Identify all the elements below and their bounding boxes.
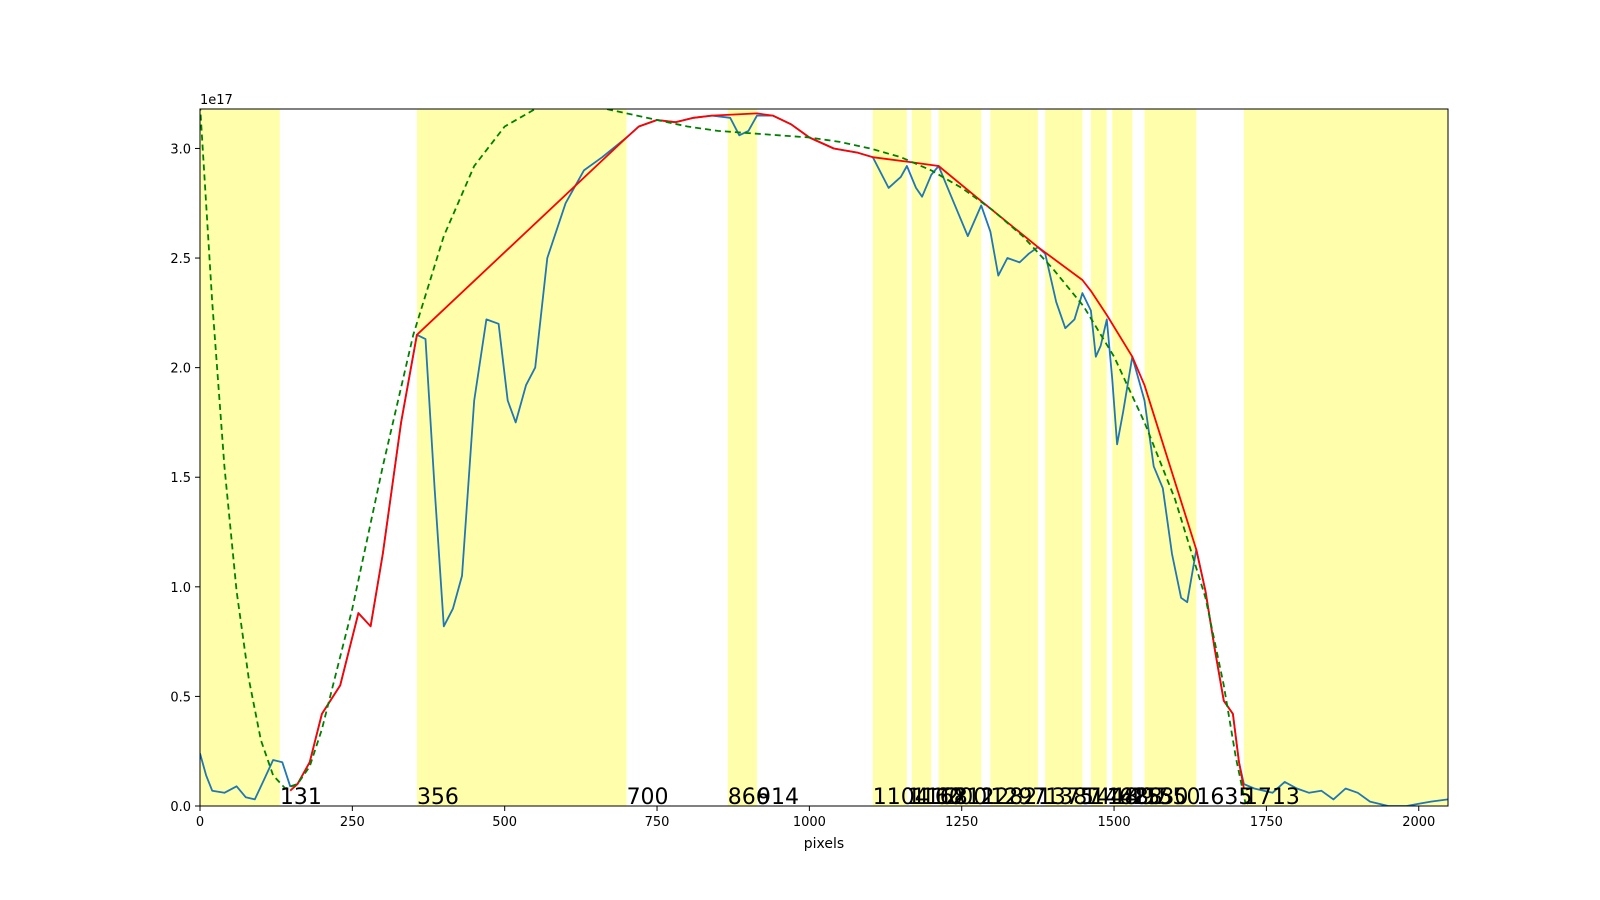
shaded-band-3 <box>872 109 907 806</box>
y-axis: 0.0 0.5 1.0 1.5 2.0 2.5 3.0 <box>170 142 200 815</box>
shaded-band-4 <box>911 109 932 806</box>
y-tick-label: 0.0 <box>170 800 191 815</box>
x-axis: 0 250 500 750 1000 1250 1500 1750 2000 <box>196 806 1435 830</box>
shaded-band-0 <box>200 109 280 806</box>
y-tick-label: 3.0 <box>170 142 191 157</box>
x-tick-label: 2000 <box>1402 815 1435 830</box>
x-tick-label: 1000 <box>793 815 826 830</box>
shaded-band-2 <box>727 109 757 806</box>
y-tick-label: 1.5 <box>170 471 191 486</box>
shaded-band-6 <box>990 109 1038 806</box>
shaded-band-1 <box>416 109 627 806</box>
shaded-band-8 <box>1090 109 1107 806</box>
x-tick-label: 1250 <box>945 815 978 830</box>
x-tick-label: 1750 <box>1250 815 1283 830</box>
y-tick-label: 1.0 <box>170 581 191 596</box>
y-tick-label: 2.0 <box>170 362 191 377</box>
x-tick-label: 1500 <box>1098 815 1131 830</box>
shaded-band-11 <box>1243 109 1448 806</box>
x-tick-label: 250 <box>340 815 365 830</box>
shaded-band-5 <box>938 109 982 806</box>
y-offset-text: 1e17 <box>200 93 233 108</box>
x-tick-label: 500 <box>492 815 517 830</box>
y-tick-label: 2.5 <box>170 252 191 267</box>
shaded-bands <box>200 109 1448 806</box>
plot-frame <box>199 108 1449 807</box>
x-tick-label: 750 <box>645 815 670 830</box>
shaded-band-7 <box>1045 109 1083 806</box>
y-tick-label: 0.5 <box>170 690 191 705</box>
x-tick-label: 0 <box>196 815 204 830</box>
shaded-band-9 <box>1112 109 1133 806</box>
series-group <box>200 109 1448 806</box>
x-axis-label: pixels <box>804 836 844 852</box>
